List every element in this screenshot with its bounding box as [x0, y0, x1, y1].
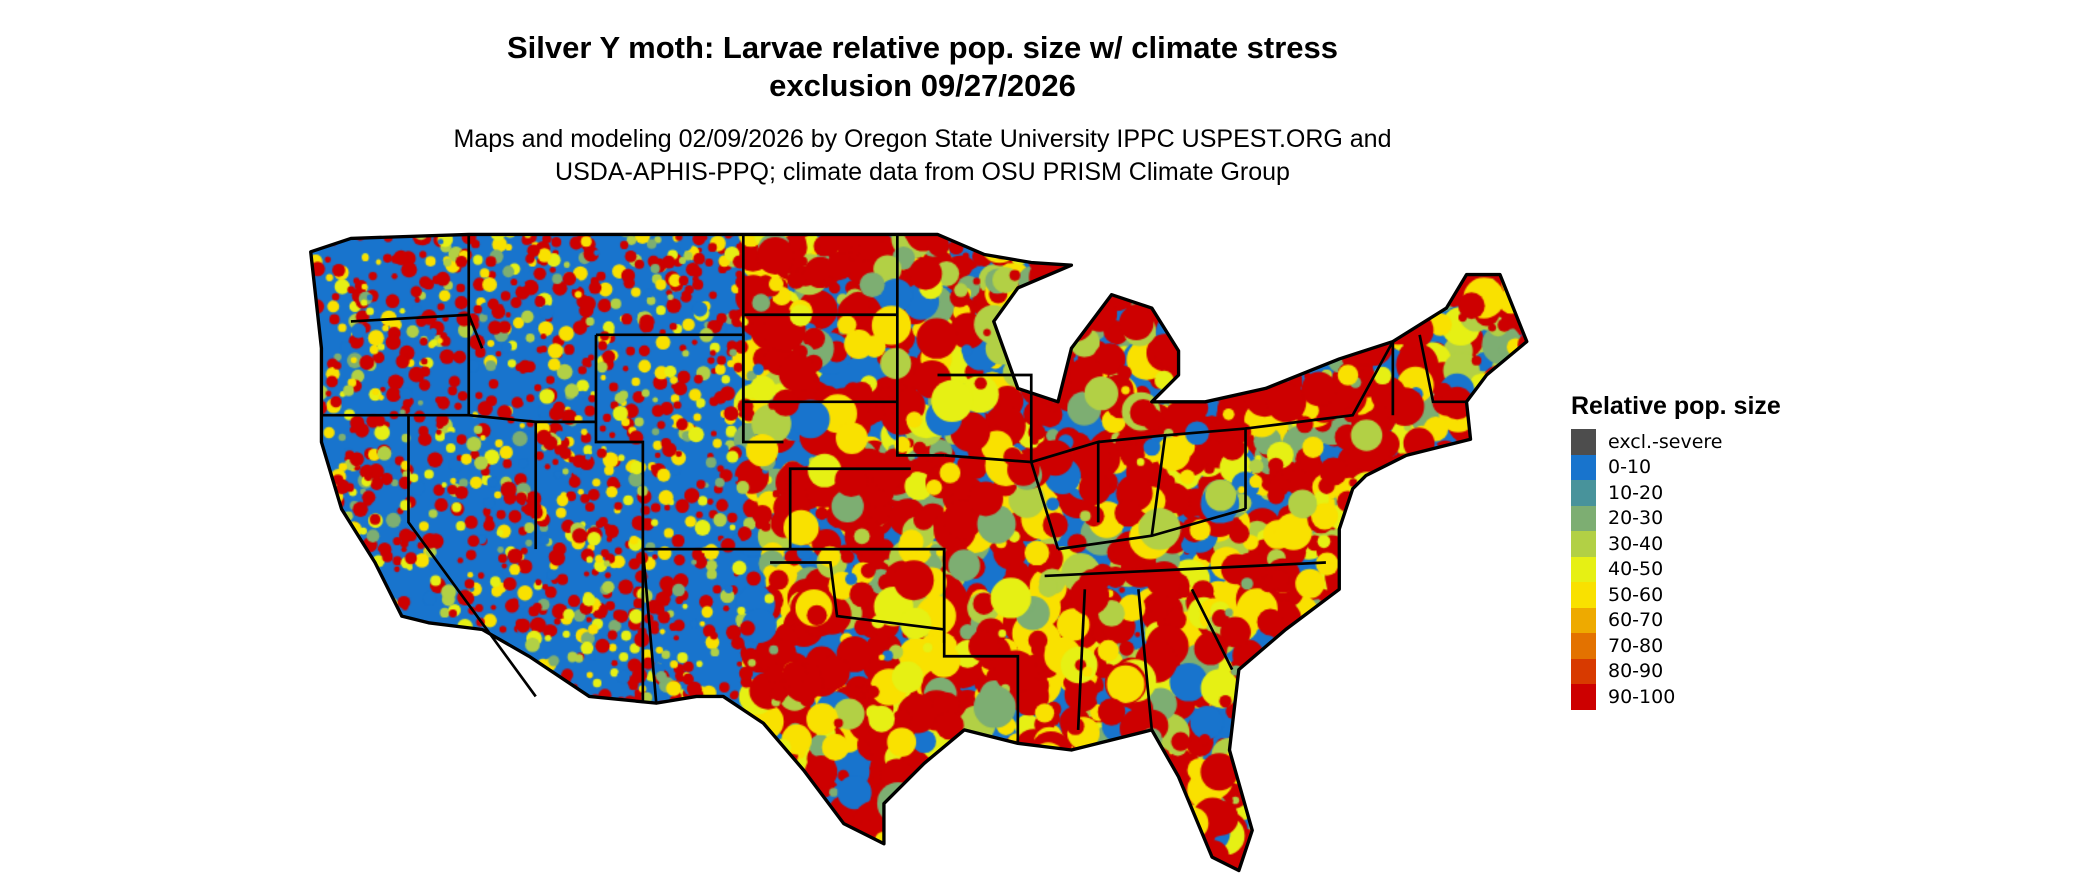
legend: Relative pop. size excl.-severe 0-10 10-20…: [1571, 392, 1781, 710]
legend-item: 80-90: [1571, 658, 1781, 684]
legend-label: 10-20: [1608, 481, 1664, 504]
legend-swatch: [1571, 531, 1596, 557]
legend-swatch: [1571, 505, 1596, 531]
legend-swatch: [1571, 684, 1596, 710]
state-border: [1165, 427, 1247, 509]
state-border: [641, 549, 658, 704]
us-outline: [309, 232, 1529, 873]
state-border: [1245, 340, 1395, 430]
state-border: [407, 415, 537, 698]
legend-item: 40-50: [1571, 556, 1781, 582]
legend-label: excl.-severe: [1608, 430, 1723, 453]
legend-label: 90-100: [1608, 685, 1676, 708]
map-subtitle-line1: Maps and modeling 02/09/2026 by Oregon S…: [453, 125, 1392, 153]
legend-label: 80-90: [1608, 660, 1664, 683]
legend-swatch: [1571, 556, 1596, 582]
state-border: [895, 234, 945, 457]
state-border: [1076, 589, 1087, 730]
legend-item: 70-80: [1571, 633, 1781, 659]
state-border: [350, 313, 484, 349]
state-border: [1057, 507, 1246, 551]
legend-swatch: [1571, 607, 1596, 633]
state-border: [937, 373, 1033, 463]
legend-item: 20-30: [1571, 505, 1781, 531]
map-title-line2: exclusion 09/27/2026: [769, 68, 1076, 103]
legend-label: 50-60: [1608, 583, 1664, 606]
legend-item: 30-40: [1571, 531, 1781, 557]
legend-item: 60-70: [1571, 607, 1781, 633]
map-subtitle-line2: USDA-APHIS-PPQ; climate data from OSU PR…: [555, 158, 1290, 186]
legend-swatch: [1571, 633, 1596, 659]
map-title-line1: Silver Y moth: Larvae relative pop. size…: [506, 30, 1339, 65]
legend-label: 70-80: [1608, 634, 1664, 657]
state-border: [770, 561, 945, 631]
legend-swatch: [1571, 582, 1596, 608]
state-border: [595, 333, 784, 444]
legend-swatch: [1571, 429, 1596, 455]
state-border: [944, 454, 1060, 550]
legend-item: 10-20: [1571, 480, 1781, 506]
state-border: [321, 413, 596, 424]
legend-swatch: [1571, 480, 1596, 506]
state-border: [1030, 440, 1100, 523]
legend-label: 20-30: [1608, 507, 1664, 530]
legend-swatch: [1571, 658, 1596, 684]
state-border: [1044, 561, 1326, 578]
legend-label: 60-70: [1608, 609, 1664, 632]
legend-label: 40-50: [1608, 558, 1664, 581]
state-border: [1190, 588, 1234, 671]
legend-title: Relative pop. size: [1571, 392, 1781, 420]
state-border: [1418, 334, 1467, 404]
state-border: [1098, 433, 1167, 536]
legend-item: 90-100: [1571, 684, 1781, 710]
legend-item: 50-60: [1571, 582, 1781, 608]
legend-label: 0-10: [1608, 456, 1652, 479]
state-border: [642, 467, 911, 551]
legend-swatch: [1571, 454, 1596, 480]
legend-item: excl.-severe: [1571, 429, 1781, 455]
state-border: [1137, 589, 1154, 731]
state-border: [741, 234, 898, 404]
state-border: [942, 549, 1020, 744]
legend-label: 30-40: [1608, 532, 1664, 555]
legend-item: 0-10: [1571, 454, 1781, 480]
state-border: [594, 334, 645, 704]
